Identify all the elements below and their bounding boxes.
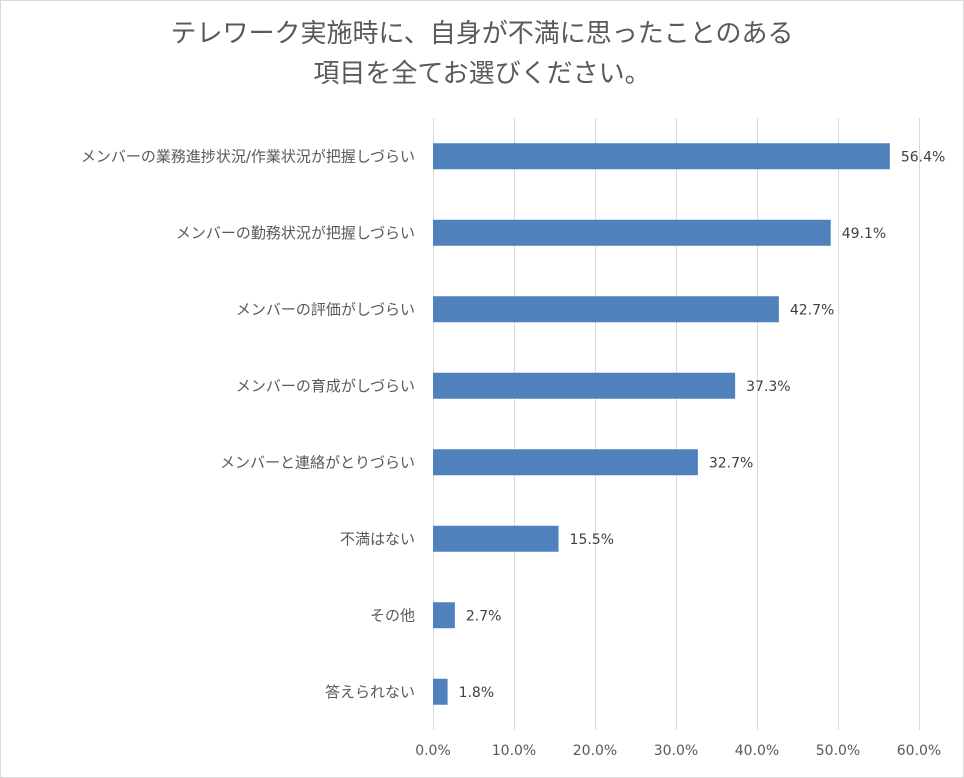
data-label-5: 15.5% bbox=[570, 532, 614, 548]
data-label-7: 1.8% bbox=[459, 685, 495, 701]
bar-4 bbox=[433, 449, 698, 476]
category-label-2: メンバーの評価がしづらい bbox=[236, 300, 415, 318]
category-label-5: 不満はない bbox=[340, 530, 415, 548]
data-label-3: 37.3% bbox=[746, 379, 790, 395]
chart-title-line-1: テレワーク実施時に、自身が不満に思ったことのある bbox=[170, 19, 794, 49]
x-tick-label-4: 40.0% bbox=[735, 743, 779, 759]
chart-title-line-2: 項目を全てお選びください。 bbox=[313, 59, 651, 89]
bar-7 bbox=[433, 678, 448, 705]
x-tick-label-2: 20.0% bbox=[573, 743, 617, 759]
category-label-7: 答えられない bbox=[325, 683, 415, 701]
data-label-1: 49.1% bbox=[842, 226, 886, 242]
bar-6 bbox=[433, 602, 455, 629]
bar-2 bbox=[433, 296, 779, 323]
data-label-4: 32.7% bbox=[709, 455, 753, 471]
category-label-1: メンバーの勤務状況が把握しづらい bbox=[176, 224, 415, 242]
category-label-0: メンバーの業務進捗状況/作業状況が把握しづらい bbox=[81, 147, 415, 165]
x-tick-label-5: 50.0% bbox=[816, 743, 860, 759]
category-label-6: その他 bbox=[370, 606, 415, 624]
data-label-2: 42.7% bbox=[790, 302, 834, 318]
x-tick-label-6: 60.0% bbox=[897, 743, 941, 759]
bar-0 bbox=[433, 143, 890, 170]
x-tick-label-0: 0.0% bbox=[415, 743, 451, 759]
chart-title: テレワーク実施時に、自身が不満に思ったことのある 項目を全てお選びください。 bbox=[0, 14, 964, 94]
data-label-6: 2.7% bbox=[466, 608, 502, 624]
category-label-3: メンバーの育成がしづらい bbox=[236, 377, 415, 395]
bar-1 bbox=[433, 219, 831, 246]
x-tick-label-1: 10.0% bbox=[492, 743, 536, 759]
category-label-4: メンバーと連絡がとりづらい bbox=[220, 453, 415, 471]
bar-5 bbox=[433, 525, 559, 552]
x-tick-label-3: 30.0% bbox=[654, 743, 698, 759]
bar-3 bbox=[433, 372, 736, 399]
data-label-0: 56.4% bbox=[901, 149, 945, 165]
